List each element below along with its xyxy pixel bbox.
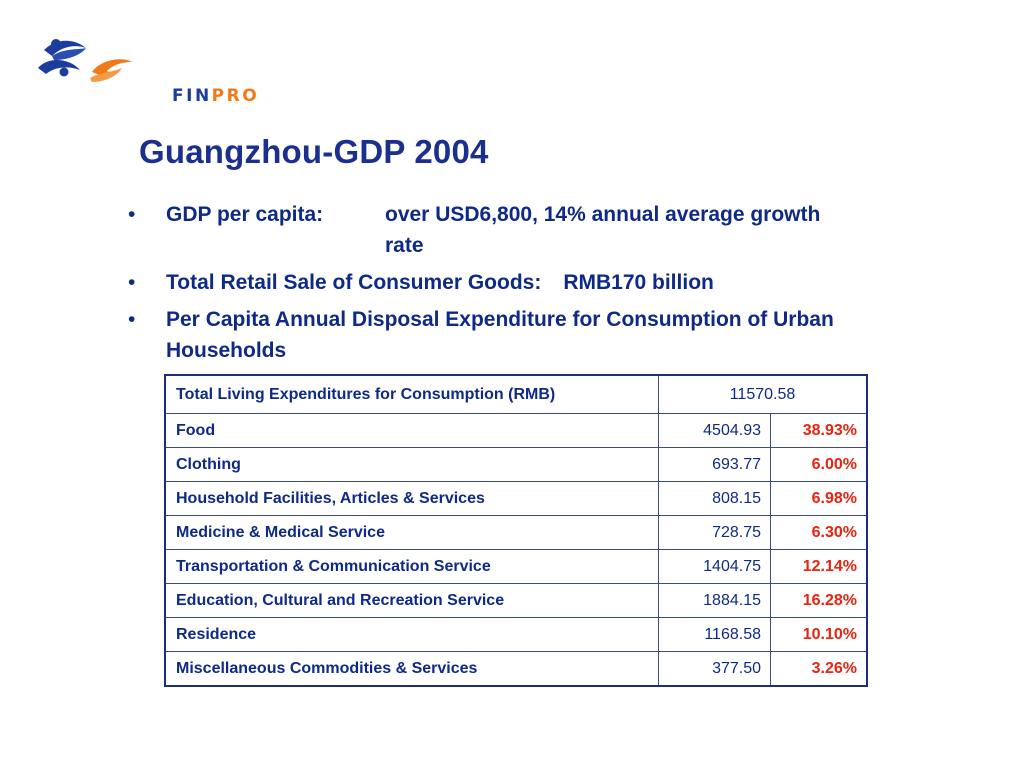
share-cell: 16.28% bbox=[770, 583, 868, 618]
table-row: Household Facilities, Articles & Service… bbox=[164, 481, 868, 516]
amount-cell: 728.75 bbox=[658, 515, 771, 550]
share-cell: 38.93% bbox=[770, 413, 868, 448]
page-title: Guangzhou-GDP 2004 bbox=[139, 133, 489, 170]
share-cell: 6.98% bbox=[770, 481, 868, 516]
table-row: Education, Cultural and Recreation Servi… bbox=[164, 583, 868, 618]
table-row: Clothing 693.77 6.00% bbox=[164, 447, 868, 482]
item-cell: Household Facilities, Articles & Service… bbox=[164, 481, 659, 516]
table-row-total: Total Living Expenditures for Consumptio… bbox=[164, 374, 868, 414]
item-cell: Education, Cultural and Recreation Servi… bbox=[164, 583, 659, 618]
item-cell: Transportation & Communication Service bbox=[164, 549, 659, 584]
table-row: Residence 1168.58 10.10% bbox=[164, 617, 868, 652]
amount-cell: 693.77 bbox=[658, 447, 771, 482]
amount-cell: 808.15 bbox=[658, 481, 771, 516]
share-cell: 12.14% bbox=[770, 549, 868, 584]
item-cell: Miscellaneous Commodities & Services bbox=[164, 651, 659, 687]
expenditure-table-wrapper: Total Living Expenditures for Consumptio… bbox=[164, 374, 868, 687]
retail-label: Total Retail Sale of Consumer Goods: bbox=[166, 271, 542, 294]
expenditure-table: Total Living Expenditures for Consumptio… bbox=[164, 374, 868, 687]
retail-value: RMB170 billion bbox=[563, 271, 714, 294]
amount-cell: 1884.15 bbox=[658, 583, 771, 618]
gdp-label: GDP per capita: bbox=[166, 203, 324, 226]
gdp-value: over USD6,800, 14% annual average growth… bbox=[385, 203, 821, 257]
total-value-cell: 11570.58 bbox=[658, 374, 868, 414]
finpro-logo-icon bbox=[38, 39, 132, 82]
item-cell: Medicine & Medical Service bbox=[164, 515, 659, 550]
logo-pro-text: PRO bbox=[211, 86, 260, 106]
table-row: Medicine & Medical Service 728.75 6.30% bbox=[164, 515, 868, 550]
table-row: Miscellaneous Commodities & Services 377… bbox=[164, 651, 868, 687]
finpro-logo: FINPRO bbox=[30, 28, 260, 106]
amount-cell: 1168.58 bbox=[658, 617, 771, 652]
table-row: Transportation & Communication Service 1… bbox=[164, 549, 868, 584]
share-cell: 6.00% bbox=[770, 447, 868, 482]
table-row: Food 4504.93 38.93% bbox=[164, 413, 868, 448]
amount-cell: 1404.75 bbox=[658, 549, 771, 584]
bullet-retail: • Total Retail Sale of Consumer Goods: RM… bbox=[124, 267, 884, 298]
item-cell: Food bbox=[164, 413, 659, 448]
amount-cell: 377.50 bbox=[658, 651, 771, 687]
item-cell: Clothing bbox=[164, 447, 659, 482]
logo-wordmark: FINPRO bbox=[172, 86, 259, 106]
bullet-dot: • bbox=[128, 203, 136, 226]
bullet-list: • GDP per capita: over USD6,800, 14% ann… bbox=[124, 199, 884, 372]
bullet-dot: • bbox=[128, 271, 136, 294]
logo-fin-text: FIN bbox=[172, 86, 212, 106]
percapita-text: Per Capita Annual Disposal Expenditure f… bbox=[166, 308, 834, 362]
total-label-cell: Total Living Expenditures for Consumptio… bbox=[164, 374, 659, 414]
item-cell: Residence bbox=[164, 617, 659, 652]
share-cell: 3.26% bbox=[770, 651, 868, 687]
share-cell: 6.30% bbox=[770, 515, 868, 550]
amount-cell: 4504.93 bbox=[658, 413, 771, 448]
bullet-dot: • bbox=[128, 308, 136, 331]
share-cell: 10.10% bbox=[770, 617, 868, 652]
bullet-percapita: • Per Capita Annual Disposal Expenditure… bbox=[124, 304, 884, 366]
bullet-gdp: • GDP per capita: over USD6,800, 14% ann… bbox=[124, 199, 884, 261]
